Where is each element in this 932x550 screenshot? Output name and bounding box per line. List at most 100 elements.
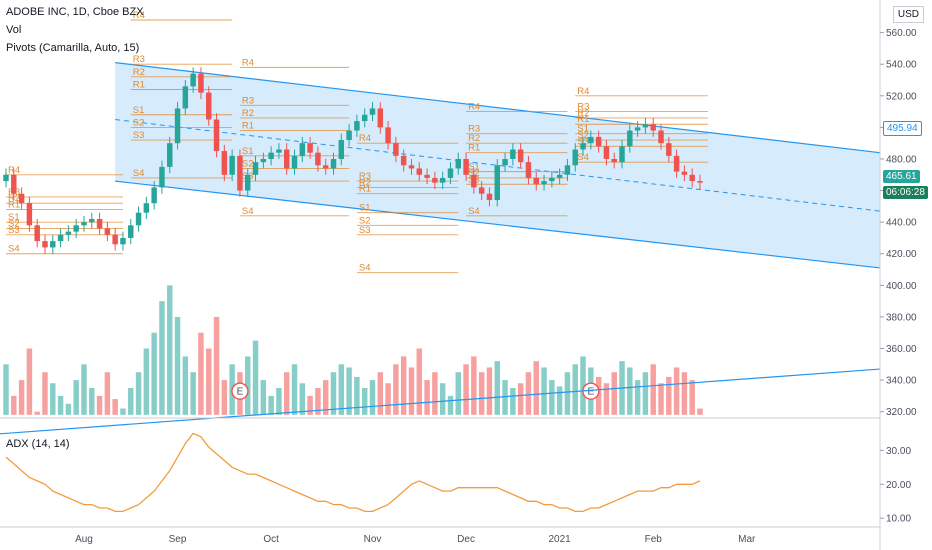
pivot-label: S1 (242, 146, 254, 157)
currency-label: USD (892, 6, 924, 23)
volume-bar (502, 380, 508, 415)
volume-bar (346, 367, 352, 415)
candle-body (650, 124, 656, 131)
candle-body (681, 171, 688, 175)
pivot-label: S2 (133, 117, 145, 128)
candle-body (268, 152, 274, 159)
candle-body (26, 203, 33, 226)
volume-bar (213, 316, 220, 415)
candle-body (556, 174, 563, 178)
candle-body (291, 155, 298, 169)
volume-bar (650, 364, 656, 415)
candle-body (18, 193, 25, 204)
pivot-label: R2 (133, 67, 145, 78)
volume-bar (400, 356, 407, 415)
pivot-label: R1 (242, 121, 254, 132)
candle-body (369, 108, 376, 115)
pivot-label: R3 (577, 102, 589, 113)
volume-bar (167, 285, 173, 415)
price-tick-label: 520.00 (886, 91, 917, 102)
candle-body (463, 158, 469, 175)
candle-body (478, 187, 485, 194)
pivot-label: R1 (8, 200, 20, 211)
volume-bar (307, 395, 313, 415)
candle-body (104, 228, 111, 235)
candle-body (572, 149, 578, 166)
volume-bar (283, 372, 290, 415)
candle-body (11, 174, 17, 194)
candle-body (486, 193, 493, 201)
price-tick-label: 360.00 (886, 344, 917, 355)
volume-bar (408, 367, 415, 415)
volume-bar (73, 380, 79, 415)
channel-middle-line (115, 119, 881, 212)
candle-body (81, 222, 87, 226)
pivot-label: R3 (242, 95, 254, 106)
volume-bar (26, 348, 33, 415)
channel-lower-line (115, 180, 881, 269)
volume-bar (595, 376, 602, 415)
price-tick-label: 440.00 (886, 218, 917, 229)
pivot-label: R2 (577, 108, 589, 119)
pivot-label: S4 (359, 263, 371, 274)
candle-body (182, 86, 189, 109)
candle-body (689, 174, 695, 182)
candle-body (549, 177, 555, 182)
volume-bar (96, 395, 103, 415)
price-tick-label: 340.00 (886, 376, 917, 387)
candle-body (89, 219, 95, 223)
candle-body (471, 174, 477, 188)
volume-bar (463, 364, 469, 415)
volume-bar (159, 301, 165, 415)
volume-bar (556, 386, 563, 415)
candle-body (34, 225, 40, 242)
volume-bar (34, 411, 40, 415)
time-tick-label: Dec (457, 534, 475, 545)
pivot-label: S3 (8, 225, 20, 236)
volume-bar (3, 364, 9, 415)
candle-body (354, 121, 360, 131)
earnings-marker (231, 382, 249, 400)
pivot-label: R4 (242, 57, 254, 68)
pivot-label: S1 (359, 203, 371, 214)
candle-body (315, 152, 321, 166)
volume-bar (455, 372, 461, 415)
volume-bar (627, 367, 633, 415)
candle-body (229, 155, 235, 175)
candle-body (245, 174, 251, 191)
candle-body (502, 158, 508, 166)
candle-body (252, 162, 259, 175)
candle-body (447, 168, 454, 178)
time-tick-label: Oct (263, 534, 279, 545)
volume-bar (18, 380, 25, 415)
volume-bar (673, 367, 680, 415)
volume-bar (564, 372, 571, 415)
volume-bar (689, 380, 695, 415)
candle-body (439, 177, 446, 183)
adx-tick-label: 20.00 (886, 480, 911, 491)
pivot-label: R1 (133, 79, 145, 90)
volume-bar (198, 332, 204, 415)
candle-body (424, 174, 430, 178)
candle-body (96, 219, 103, 229)
pivot-label: R3 (468, 124, 480, 135)
volume-bar (354, 376, 360, 415)
pivot-label: S1 (468, 162, 480, 173)
volume-bar (260, 380, 267, 415)
volume-bar (471, 356, 477, 415)
volume-bar (666, 376, 672, 415)
candle-body (283, 149, 290, 169)
pivot-label: S4 (133, 168, 145, 179)
pivot-label: R3 (133, 54, 145, 65)
volume-bar (361, 387, 368, 415)
volume-bar (377, 372, 384, 415)
volume-bar (541, 367, 547, 415)
candle-body (143, 203, 150, 213)
candle-body (627, 130, 633, 147)
pivot-label: R4 (468, 102, 480, 113)
volume-bar (276, 387, 282, 415)
volume-bar (120, 408, 126, 415)
volume-bar (104, 372, 111, 415)
volume-bar (424, 380, 430, 415)
